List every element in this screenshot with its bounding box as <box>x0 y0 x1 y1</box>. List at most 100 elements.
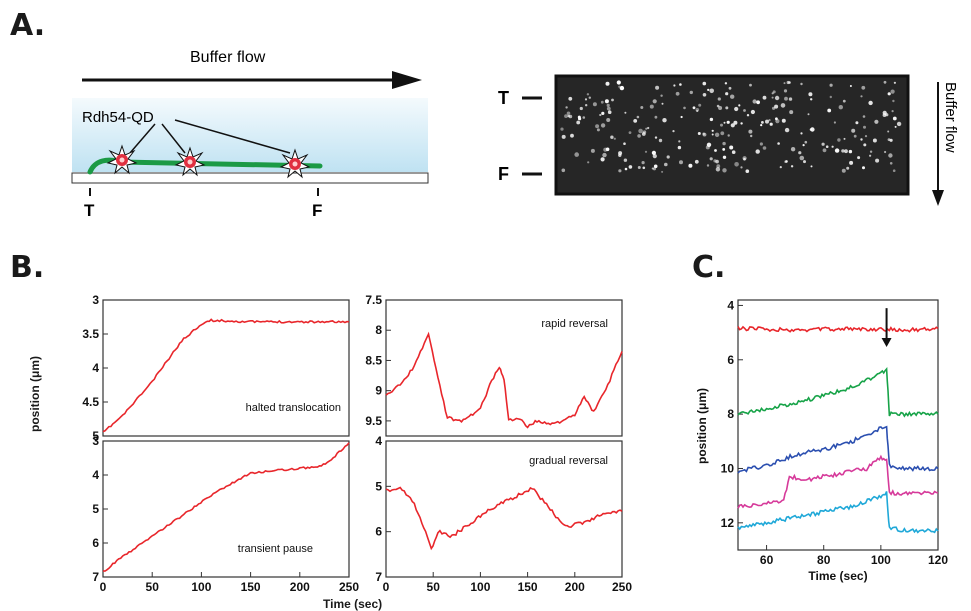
fluorescent-spot <box>745 169 750 173</box>
fluorescent-spot <box>616 80 621 85</box>
fluorescent-spot <box>891 110 894 113</box>
panel-b-x-axis-label: Time (sec) <box>323 597 383 611</box>
fluorescent-spot <box>810 98 813 101</box>
fluorescent-spot <box>777 142 780 145</box>
fluorescent-spot <box>600 100 604 104</box>
fluorescent-spot <box>720 131 725 136</box>
fluorescent-spot <box>564 114 568 118</box>
fluorescent-spot <box>652 99 657 104</box>
fluorescent-spot <box>585 104 588 107</box>
y-tick-label: 9 <box>375 384 382 398</box>
plot-rapid-reversal: 7.5 8 8.5 9 9.5 rapid reversal <box>365 293 623 437</box>
fluorescent-spot <box>800 82 803 86</box>
fluorescent-spot <box>841 149 845 153</box>
fluorescent-spot <box>849 85 852 87</box>
y-tick-label: 4 <box>375 434 382 448</box>
fluorescent-spot <box>833 121 836 124</box>
fluorescent-spot <box>734 106 739 112</box>
y-tick-label: 9.5 <box>365 414 382 428</box>
fluorescent-spot <box>857 156 861 160</box>
y-tick-label: 7 <box>92 570 99 584</box>
fluorescent-spot <box>827 108 832 113</box>
fluorescent-spot <box>892 169 896 172</box>
fluorescent-spot <box>784 127 790 133</box>
fluorescent-spot <box>649 104 654 109</box>
fluorescent-spot <box>655 85 660 90</box>
fluorescent-spot <box>567 114 570 118</box>
fluorescent-spot <box>711 129 714 132</box>
fluorescent-spot <box>662 118 667 123</box>
fluorescent-spot <box>831 145 834 148</box>
fluorescent-spot <box>837 138 841 142</box>
panel-c-y-axis-label: position (μm) <box>695 388 709 464</box>
fluorescent-spot <box>825 145 829 148</box>
fluorescent-spot <box>683 106 686 110</box>
fluorescent-spot <box>606 106 611 111</box>
fluorescent-spot <box>869 150 873 153</box>
fluorescent-spot <box>730 94 735 99</box>
fluorescent-spot <box>893 81 896 84</box>
data-series-line <box>737 425 939 474</box>
fluorescent-spot <box>606 118 611 122</box>
fluorescent-spot <box>771 96 774 99</box>
fluorescent-spot <box>829 83 833 87</box>
fluorescent-spot <box>661 170 664 173</box>
fluorescent-spot <box>695 108 700 112</box>
trace-annotation: rapid reversal <box>541 318 608 330</box>
data-series-line <box>102 318 350 433</box>
free-mark: F <box>312 201 322 220</box>
fluorescent-spot <box>605 81 610 86</box>
fluorescent-spot <box>688 163 693 168</box>
fluorescent-spot <box>566 111 571 116</box>
data-series-line <box>385 486 623 551</box>
fluorescent-spot <box>884 150 887 154</box>
plot-transient-pause: 3 4 5 6 70 50 100 150 200 250 transient pause <box>92 434 359 594</box>
fluorescent-spot <box>734 162 739 167</box>
x-tick-label: 100 <box>470 580 490 594</box>
x-tick-label: 250 <box>612 580 632 594</box>
buffer-flow-label: Buffer flow <box>190 49 266 66</box>
fluorescent-spot <box>755 149 760 154</box>
y-tick-label: 4 <box>92 361 99 375</box>
fluorescent-spot <box>618 169 622 173</box>
fluorescent-spot <box>651 150 656 155</box>
fluorescent-spot <box>618 151 623 156</box>
fluorescent-spot <box>723 121 726 124</box>
fluorescent-spot <box>641 132 646 136</box>
fluorescent-spot <box>863 125 866 129</box>
panel-label-b: B. <box>10 250 45 285</box>
fluorescent-spot <box>756 100 760 105</box>
fluorescent-spot <box>645 127 648 130</box>
x-tick-label: 50 <box>146 580 160 594</box>
fluorescent-spot <box>894 125 897 128</box>
fluorescent-spot <box>717 97 721 101</box>
fluorescent-spot <box>568 96 573 101</box>
fluorescent-spot <box>716 104 720 108</box>
fluorescent-spot <box>709 157 713 161</box>
fluorescent-spot <box>660 94 663 97</box>
panel-label-a: A. <box>10 8 46 43</box>
fluorescent-spot <box>716 164 721 169</box>
x-tick-label: 150 <box>518 580 538 594</box>
fluorescent-spot <box>868 100 873 106</box>
fluorescent-spot <box>800 132 803 135</box>
fluorescent-spot <box>749 83 752 87</box>
fluorescent-spot <box>702 132 705 136</box>
fluorescent-spot <box>638 128 643 134</box>
fluorescent-spot <box>666 155 670 159</box>
data-series-line <box>737 325 939 333</box>
fluorescent-spot <box>611 98 614 102</box>
fluorescent-spot <box>875 158 880 163</box>
plot-frame <box>385 440 623 578</box>
y-tick-label: 3 <box>92 293 99 307</box>
fluorescent-spot <box>689 90 693 95</box>
plot-frame <box>102 440 350 578</box>
flow-cell-schematic: Buffer flow Rdh54-QD T F <box>71 49 429 220</box>
fluorescent-spot <box>743 157 746 161</box>
trace-annotation: halted translocation <box>246 402 341 414</box>
fluorescent-spot <box>679 83 682 86</box>
fluorescent-spot <box>561 168 566 173</box>
fluorescent-spot <box>802 144 805 147</box>
fluorescent-spot <box>604 99 609 104</box>
x-tick-label: 0 <box>383 580 390 594</box>
